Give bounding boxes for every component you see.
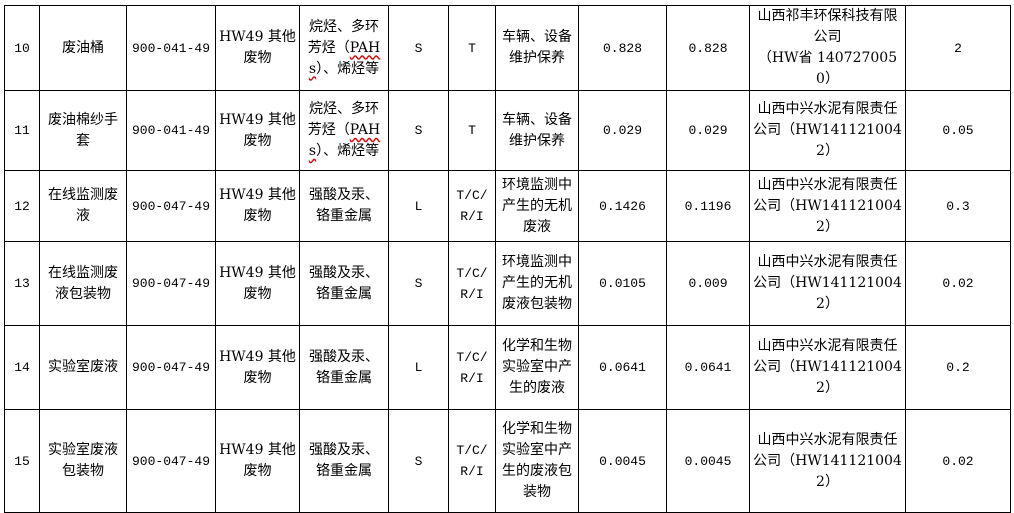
storage-capacity: 0.2 <box>905 325 1011 410</box>
physical-form: S <box>388 409 449 513</box>
table-row: 15 实验室废液包装物 900-047-49 HW49 其他废物 强酸及汞、铬重… <box>4 409 1011 513</box>
disposal-company: 山西祁丰环保科技有限公司 （HW省 1407270050） <box>749 5 906 91</box>
waste-category: HW49 其他废物 <box>215 409 300 513</box>
row-number: 14 <box>4 325 40 410</box>
storage-capacity: 0.02 <box>905 409 1011 513</box>
waste-source: 环境监测中产生的无机废液 <box>495 170 579 242</box>
waste-source: 车辆、设备维护保养 <box>495 5 579 91</box>
disposal-company: 山西中兴水泥有限责任公司（HW1411210042） <box>749 170 906 242</box>
amount-disposed: 0.029 <box>666 90 750 171</box>
amount-disposed: 0.828 <box>666 5 750 91</box>
amount-generated: 0.0105 <box>578 241 667 326</box>
waste-code: 900-041-49 <box>126 5 216 91</box>
amount-disposed: 0.1196 <box>666 170 750 242</box>
storage-capacity: 2 <box>905 5 1011 91</box>
amount-generated: 0.1426 <box>578 170 667 242</box>
amount-generated: 0.828 <box>578 5 667 91</box>
waste-name: 在线监测废液 <box>39 170 127 242</box>
waste-source: 环境监测中产生的无机废液包装物 <box>495 241 579 326</box>
physical-form: L <box>388 170 449 242</box>
storage-capacity: 0.05 <box>905 90 1011 171</box>
waste-category: HW49 其他废物 <box>215 5 300 91</box>
table-row: 13 在线监测废液包装物 900-047-49 HW49 其他废物 强酸及汞、铬… <box>4 241 1011 326</box>
amount-generated: 0.0641 <box>578 325 667 410</box>
hazardous-components: 强酸及汞、铬重金属 <box>299 170 389 242</box>
physical-form: L <box>388 325 449 410</box>
amount-disposed: 0.009 <box>666 241 750 326</box>
waste-code: 900-047-49 <box>126 170 216 242</box>
hazardous-components: 强酸及汞、铬重金属 <box>299 409 389 513</box>
row-number: 15 <box>4 409 40 513</box>
waste-category: HW49 其他废物 <box>215 170 300 242</box>
table-row: 14 实验室废液 900-047-49 HW49 其他废物 强酸及汞、铬重金属 … <box>4 325 1011 410</box>
row-number: 13 <box>4 241 40 326</box>
table-row: 10 废油桶 900-041-49 HW49 其他废物 烷烃、多环芳烃（PAHs… <box>4 5 1011 91</box>
disposal-company: 山西中兴水泥有限责任公司（HW1411210042） <box>749 241 906 326</box>
hazard-property: T/C/R/I <box>448 409 496 513</box>
waste-code: 900-047-49 <box>126 241 216 326</box>
table-row: 12 在线监测废液 900-047-49 HW49 其他废物 强酸及汞、铬重金属… <box>4 170 1011 242</box>
amount-generated: 0.029 <box>578 90 667 171</box>
amount-generated: 0.0045 <box>578 409 667 513</box>
hazardous-waste-table: 10 废油桶 900-041-49 HW49 其他废物 烷烃、多环芳烃（PAHs… <box>4 5 1011 513</box>
waste-category: HW49 其他废物 <box>215 90 300 171</box>
disposal-company: 山西中兴水泥有限责任公司（HW1411210042） <box>749 409 906 513</box>
hazard-property: T/C/R/I <box>448 170 496 242</box>
waste-name: 在线监测废液包装物 <box>39 241 127 326</box>
waste-name: 实验室废液 <box>39 325 127 410</box>
waste-code: 900-041-49 <box>126 90 216 171</box>
row-number: 11 <box>4 90 40 171</box>
waste-category: HW49 其他废物 <box>215 325 300 410</box>
hazard-property: T/C/R/I <box>448 325 496 410</box>
hazard-property: T <box>448 5 496 91</box>
hazard-property: T/C/R/I <box>448 241 496 326</box>
hazardous-components: 烷烃、多环芳烃（PAHs）、烯烃等 <box>299 90 389 171</box>
waste-name: 废油桶 <box>39 5 127 91</box>
disposal-company: 山西中兴水泥有限责任公司（HW1411210042） <box>749 325 906 410</box>
waste-category: HW49 其他废物 <box>215 241 300 326</box>
row-number: 10 <box>4 5 40 91</box>
row-number: 12 <box>4 170 40 242</box>
waste-code: 900-047-49 <box>126 325 216 410</box>
waste-source: 车辆、设备维护保养 <box>495 90 579 171</box>
disposal-company: 山西中兴水泥有限责任公司（HW1411210042） <box>749 90 906 171</box>
hazardous-components: 强酸及汞、铬重金属 <box>299 241 389 326</box>
storage-capacity: 0.02 <box>905 241 1011 326</box>
hazard-property: T <box>448 90 496 171</box>
physical-form: S <box>388 241 449 326</box>
hazardous-components: 烷烃、多环芳烃（PAHs）、烯烃等 <box>299 5 389 91</box>
waste-code: 900-047-49 <box>126 409 216 513</box>
hazardous-components: 强酸及汞、铬重金属 <box>299 325 389 410</box>
storage-capacity: 0.3 <box>905 170 1011 242</box>
waste-source: 化学和生物实验室中产生的废液 <box>495 325 579 410</box>
physical-form: S <box>388 5 449 91</box>
amount-disposed: 0.0045 <box>666 409 750 513</box>
waste-name: 实验室废液包装物 <box>39 409 127 513</box>
waste-source: 化学和生物实验室中产生的废液包装物 <box>495 409 579 513</box>
table-row: 11 废油棉纱手套 900-041-49 HW49 其他废物 烷烃、多环芳烃（P… <box>4 90 1011 171</box>
waste-name: 废油棉纱手套 <box>39 90 127 171</box>
amount-disposed: 0.0641 <box>666 325 750 410</box>
physical-form: S <box>388 90 449 171</box>
